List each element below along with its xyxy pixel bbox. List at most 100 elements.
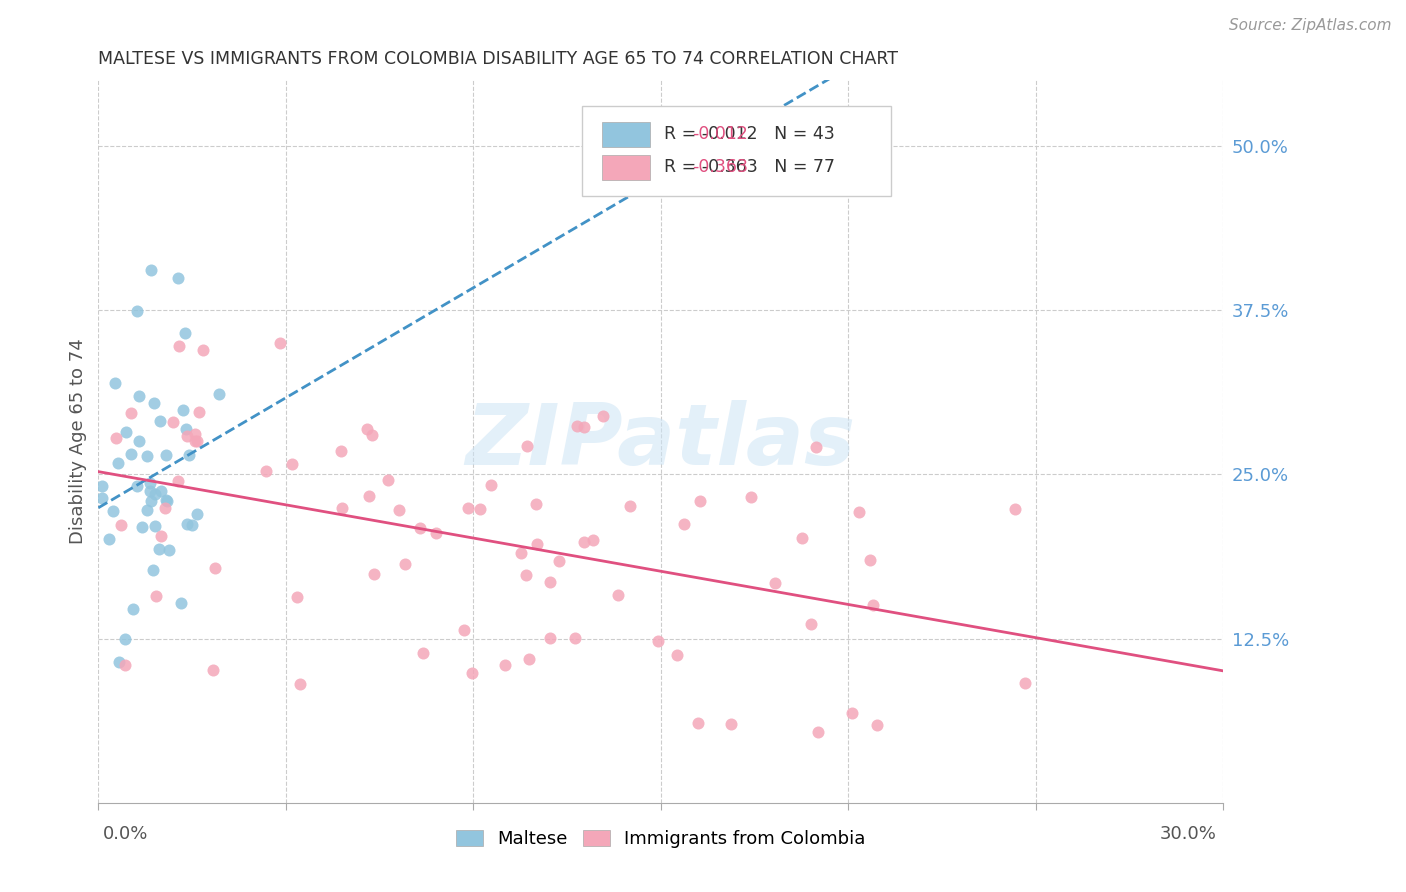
Point	[202, 663, 225, 677]
Point	[180, 518, 202, 533]
Point	[167, 339, 190, 353]
Point	[136, 450, 159, 464]
Point	[665, 648, 688, 663]
Point	[167, 270, 190, 285]
Point	[269, 335, 291, 350]
Point	[143, 396, 166, 410]
Point	[128, 389, 150, 403]
Point	[191, 343, 214, 357]
Point	[479, 477, 502, 491]
Point	[143, 487, 166, 501]
Point	[139, 484, 162, 499]
Point	[184, 427, 207, 442]
Text: -0.012: -0.012	[692, 125, 748, 143]
Point	[740, 491, 762, 505]
Point	[128, 434, 150, 449]
Point	[125, 479, 148, 493]
Point	[204, 561, 226, 575]
Point	[105, 431, 128, 445]
Point	[125, 304, 148, 318]
Point	[572, 420, 595, 434]
Point	[107, 456, 129, 470]
Point	[457, 501, 479, 516]
Point	[619, 499, 641, 513]
Point	[394, 557, 416, 571]
Point	[494, 658, 516, 673]
Point	[689, 493, 711, 508]
Point	[135, 503, 157, 517]
Point	[538, 574, 561, 589]
Point	[538, 631, 561, 645]
Text: 0.0%: 0.0%	[103, 825, 148, 843]
Text: Source: ZipAtlas.com: Source: ZipAtlas.com	[1229, 18, 1392, 33]
Point	[139, 476, 162, 491]
Point	[141, 494, 163, 508]
Point	[804, 440, 827, 454]
Point	[280, 457, 302, 471]
Point	[453, 623, 475, 637]
Point	[114, 657, 136, 672]
Point	[526, 536, 548, 550]
Point	[120, 446, 142, 460]
Point	[388, 503, 411, 517]
Point	[108, 655, 131, 669]
Point	[110, 517, 132, 532]
Point	[176, 517, 198, 532]
Point	[156, 493, 179, 508]
Point	[859, 553, 882, 567]
Point	[841, 706, 863, 720]
Point	[329, 444, 352, 458]
Point	[515, 568, 537, 582]
Point	[120, 405, 142, 419]
Text: ZIPatlas: ZIPatlas	[465, 400, 856, 483]
FancyBboxPatch shape	[582, 105, 891, 196]
Point	[188, 404, 211, 418]
Point	[606, 588, 628, 602]
Point	[412, 647, 434, 661]
Point	[122, 602, 145, 616]
Point	[176, 429, 198, 443]
Point	[800, 616, 823, 631]
Point	[177, 448, 200, 462]
Text: MALTESE VS IMMIGRANTS FROM COLOMBIA DISABILITY AGE 65 TO 74 CORRELATION CHART: MALTESE VS IMMIGRANTS FROM COLOMBIA DISA…	[98, 50, 898, 68]
Point	[548, 554, 571, 568]
Point	[208, 387, 231, 401]
Point	[807, 724, 830, 739]
Point	[574, 534, 596, 549]
Point	[114, 632, 136, 646]
Point	[186, 507, 208, 521]
Point	[285, 591, 308, 605]
Point	[149, 529, 172, 543]
Point	[363, 567, 385, 582]
Point	[790, 532, 813, 546]
Point	[360, 428, 382, 442]
Point	[720, 717, 742, 731]
Point	[148, 542, 170, 557]
Point	[377, 474, 399, 488]
Point	[184, 434, 207, 448]
Point	[461, 665, 484, 680]
Point	[763, 576, 786, 591]
Point	[143, 519, 166, 533]
Point	[862, 598, 884, 612]
Point	[1004, 501, 1026, 516]
Point	[170, 596, 193, 610]
Point	[356, 422, 378, 436]
Point	[155, 501, 177, 516]
Point	[145, 589, 167, 603]
Point	[688, 716, 710, 731]
Point	[149, 414, 172, 428]
Point	[104, 376, 127, 391]
Point	[131, 520, 153, 534]
Point	[91, 491, 114, 505]
Point	[357, 489, 380, 503]
Point	[101, 504, 124, 518]
Point	[142, 563, 165, 577]
Point	[162, 415, 184, 429]
Point	[516, 439, 538, 453]
Point	[468, 501, 491, 516]
Legend: Maltese, Immigrants from Colombia: Maltese, Immigrants from Colombia	[449, 822, 873, 855]
Point	[409, 521, 432, 535]
Point	[1014, 675, 1036, 690]
Text: -0.363: -0.363	[692, 158, 748, 176]
